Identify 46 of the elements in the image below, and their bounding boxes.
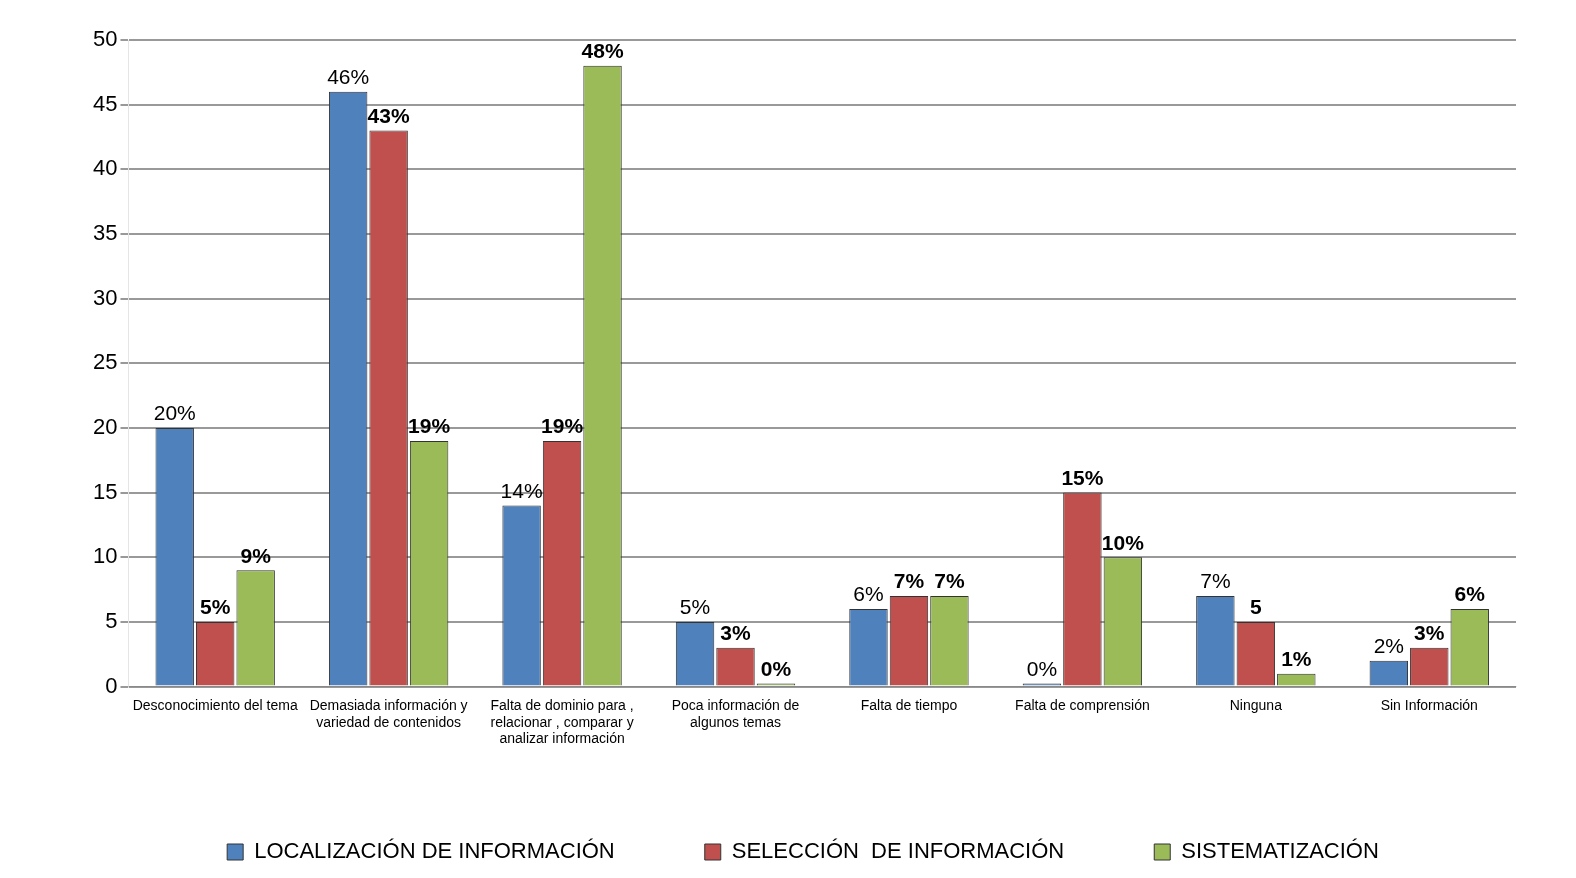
data-label: 14% bbox=[500, 478, 543, 502]
data-label: 43% bbox=[367, 103, 410, 127]
y-tick-label: 20 bbox=[92, 414, 118, 440]
data-label: 46% bbox=[327, 65, 370, 89]
x-tick-label: Falta de tiempo bbox=[860, 696, 958, 713]
data-label: 0% bbox=[1026, 656, 1058, 680]
y-tick-label: 45 bbox=[92, 90, 118, 116]
data-label: 10% bbox=[1101, 530, 1145, 554]
data-label: 19% bbox=[408, 414, 451, 438]
data-label: 0% bbox=[760, 656, 792, 680]
y-tick-label: 50 bbox=[92, 26, 118, 52]
x-tick-label: Sin Información bbox=[1380, 696, 1478, 713]
data-label: 48% bbox=[581, 39, 624, 63]
x-tick-label: Desconocimiento del tema bbox=[132, 696, 298, 713]
data-label: 7% bbox=[1200, 569, 1231, 593]
y-tick-label: 15 bbox=[92, 478, 118, 504]
y-tick-label: 10 bbox=[92, 543, 118, 569]
x-tick-label: Falta de dominio para , relacionar , comparar y analizar información bbox=[490, 696, 634, 747]
data-label: 2% bbox=[1373, 634, 1404, 658]
y-tick-label: 30 bbox=[92, 284, 118, 310]
legend-label: LOCALIZACIÓN DE INFORMACIÓN bbox=[254, 838, 615, 864]
x-tick-label: Falta de comprensión bbox=[1015, 696, 1150, 713]
x-tick-label: Ninguna bbox=[1229, 696, 1283, 713]
y-tick-label: 0 bbox=[105, 672, 118, 698]
data-label: 5% bbox=[679, 595, 711, 619]
data-label: 6% bbox=[1454, 582, 1486, 606]
data-label: 15% bbox=[1061, 465, 1104, 489]
data-label: 3% bbox=[720, 621, 752, 645]
legend-label: SISTEMATIZACIÓN bbox=[1181, 838, 1379, 864]
y-tick-label: 5 bbox=[105, 608, 118, 633]
data-label: 3% bbox=[1414, 621, 1445, 645]
data-label: 1% bbox=[1281, 646, 1312, 670]
data-label: 7% bbox=[934, 569, 965, 593]
legend-label: SELECCIÓN DE INFORMACIÓN bbox=[731, 838, 1065, 864]
x-tick-label: Poca información de algunos temas bbox=[671, 696, 800, 730]
x-tick-label: Demasiada información y variedad de contenidos bbox=[309, 696, 468, 730]
data-label: 7% bbox=[893, 569, 925, 593]
data-label: 6% bbox=[853, 582, 884, 606]
y-tick-label: 40 bbox=[92, 155, 118, 181]
data-label: 5% bbox=[200, 595, 231, 619]
data-label: 20% bbox=[153, 401, 196, 425]
data-label: 19% bbox=[541, 414, 584, 438]
y-tick-label: 25 bbox=[92, 349, 118, 375]
data-label: 9% bbox=[240, 543, 272, 567]
y-tick-label: 35 bbox=[92, 220, 118, 246]
data-label: 5 bbox=[1249, 595, 1262, 619]
